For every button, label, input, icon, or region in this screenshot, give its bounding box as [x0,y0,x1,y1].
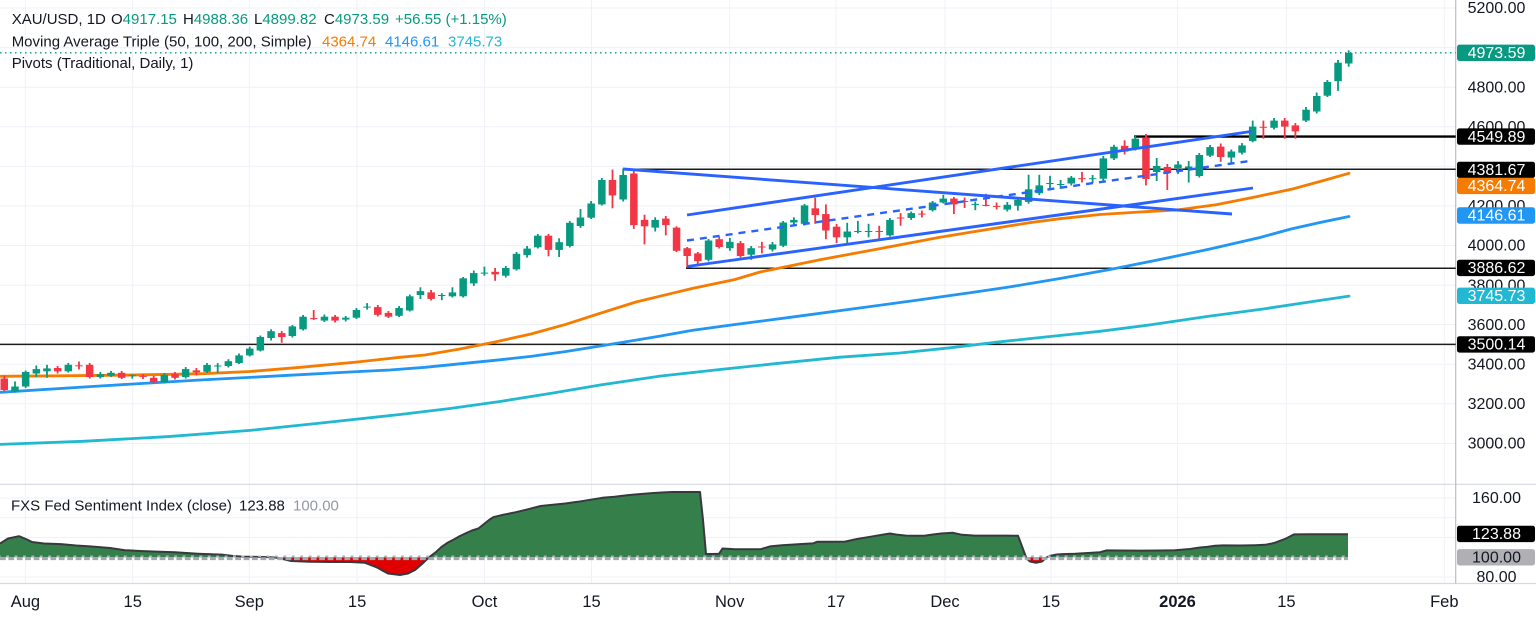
svg-text:15: 15 [348,593,366,611]
svg-text:2026: 2026 [1159,593,1196,611]
svg-text:3886.62: 3886.62 [1468,260,1526,277]
svg-text:3200.00: 3200.00 [1468,396,1526,413]
svg-text:XAU/USD, 1D: XAU/USD, 1D [12,11,106,28]
svg-text:4364.74: 4364.74 [1468,178,1526,195]
svg-text:Moving Average Triple (50, 100: Moving Average Triple (50, 100, 200, Sim… [12,33,312,50]
svg-text:4146.61: 4146.61 [1468,208,1526,225]
svg-text:15: 15 [1277,593,1295,611]
svg-text:+56.55 (+1.15%): +56.55 (+1.15%) [395,11,507,28]
svg-text:123.88: 123.88 [239,497,285,514]
svg-text:4381.67: 4381.67 [1468,162,1526,179]
svg-text:123.88: 123.88 [1472,526,1521,543]
svg-text:H4988.36: H4988.36 [183,11,248,28]
svg-text:3745.73: 3745.73 [1468,288,1526,305]
svg-text:Dec: Dec [930,593,959,611]
svg-text:Feb: Feb [1430,593,1458,611]
svg-text:4364.74: 4364.74 [322,33,376,50]
svg-text:Nov: Nov [715,593,745,611]
svg-text:4000.00: 4000.00 [1468,238,1526,255]
svg-text:3000.00: 3000.00 [1468,436,1526,453]
svg-text:4800.00: 4800.00 [1468,79,1526,96]
svg-text:100.00: 100.00 [1472,550,1521,567]
svg-text:3400.00: 3400.00 [1468,356,1526,373]
svg-text:Sep: Sep [235,593,264,611]
svg-text:17: 17 [827,593,845,611]
svg-text:Aug: Aug [11,593,40,611]
svg-text:15: 15 [582,593,600,611]
svg-text:3500.14: 3500.14 [1468,337,1526,354]
svg-text:Oct: Oct [472,593,498,611]
svg-text:O4917.15: O4917.15 [111,11,177,28]
svg-text:15: 15 [1042,593,1060,611]
svg-text:15: 15 [124,593,142,611]
svg-text:FXS Fed Sentiment Index (close: FXS Fed Sentiment Index (close) [11,497,232,514]
svg-text:3600.00: 3600.00 [1468,317,1526,334]
svg-text:4146.61: 4146.61 [385,33,439,50]
svg-text:Pivots (Traditional, Daily, 1): Pivots (Traditional, Daily, 1) [12,55,194,72]
svg-text:3745.73: 3745.73 [448,33,502,50]
svg-text:4973.59: 4973.59 [1468,45,1526,62]
svg-text:C4973.59: C4973.59 [324,11,389,28]
svg-text:4549.89: 4549.89 [1468,129,1526,146]
svg-text:5200.00: 5200.00 [1468,0,1526,17]
svg-text:80.00: 80.00 [1476,569,1516,586]
svg-text:L4899.82: L4899.82 [254,11,317,28]
svg-text:100.00: 100.00 [293,497,339,514]
svg-text:160.00: 160.00 [1472,490,1521,507]
